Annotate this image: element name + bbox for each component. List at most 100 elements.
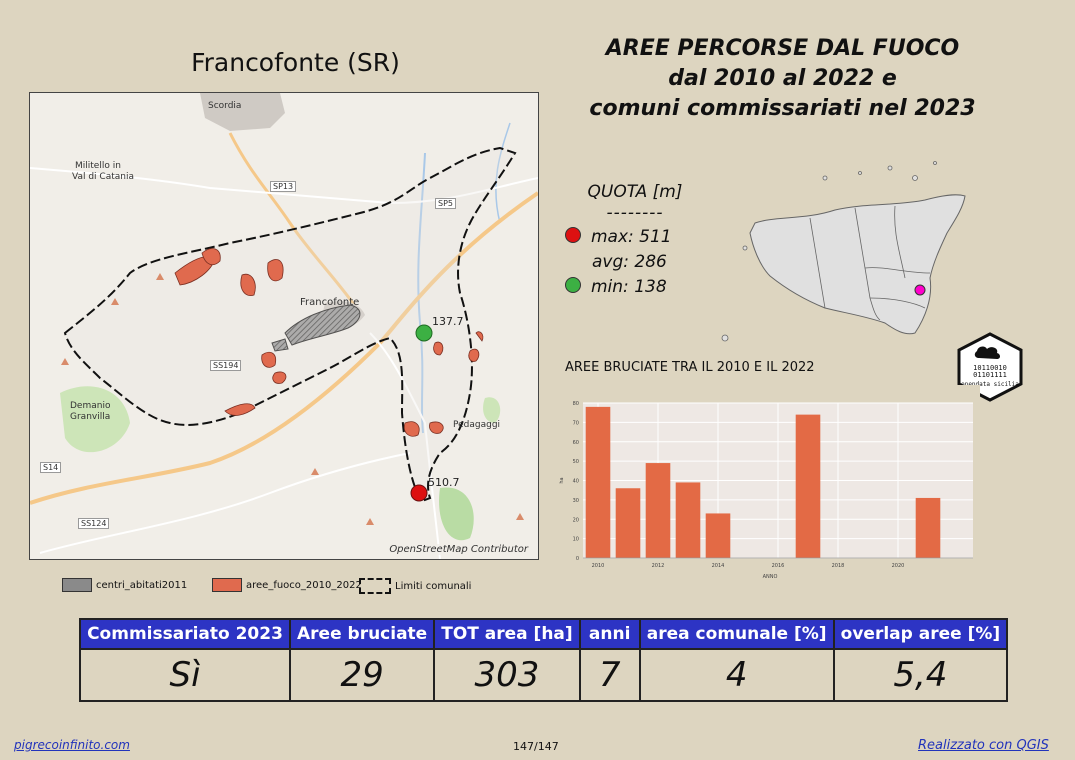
opendata-sicilia-logo: 10110010 01101111 opendata sicilia	[957, 332, 1023, 402]
road-label-ss14: S14	[40, 462, 62, 473]
quota-separator: --------	[606, 203, 664, 223]
peak-icon	[366, 518, 374, 525]
peak-icon	[516, 513, 524, 520]
municipal-boundary	[63, 146, 517, 503]
footer-qgis-link[interactable]: Realizzato con QGIS	[918, 738, 1049, 753]
centri-abitati-francofonte	[284, 304, 361, 346]
value-anni: 7	[578, 648, 641, 702]
fire-area-10	[433, 341, 444, 356]
max-elevation-point	[410, 484, 428, 502]
fire-area-6	[272, 371, 287, 384]
road-south	[39, 452, 411, 554]
fire-area-7	[224, 403, 256, 416]
value-overlap-aree: 5,4	[832, 648, 1009, 702]
road-label-ss124: SS124	[78, 518, 110, 529]
x-tick-label: 2010	[592, 563, 605, 569]
svg-text:10110010: 10110010	[973, 364, 1007, 372]
quota-min-row: min: 138	[565, 275, 715, 300]
label-demanio: Demanio	[70, 401, 111, 411]
y-tick-label: 60	[573, 440, 579, 446]
quota-avg: avg: 286	[592, 252, 667, 272]
footer-website-link[interactable]: pigrecoinfinito.com	[14, 738, 130, 752]
x-tick-label: 2018	[832, 563, 845, 569]
fire-area-3	[240, 273, 256, 296]
province-border	[864, 267, 931, 274]
legend-swatch-limiti	[359, 578, 391, 594]
map-canvas	[30, 93, 538, 559]
chart-axis: 0 10 20 30 40 50 60 70 80 2010 2012 2014 2016 2018 202…	[559, 401, 973, 580]
main-title-line1: AREE PERCORSE DAL FUOCO	[605, 36, 960, 61]
value-aree-bruciate: 29	[288, 648, 436, 702]
bar-2014	[705, 513, 731, 558]
river-2	[495, 122, 511, 224]
island	[933, 161, 937, 165]
header-tot-area: TOT area [ha]	[433, 618, 581, 650]
y-tick-label: 0	[576, 556, 579, 562]
sicily-inset-map	[721, 161, 966, 342]
label-pedagaggi: Pedagaggi	[453, 420, 501, 430]
quota-min: min: 138	[591, 277, 667, 297]
label-granvilla: Granvilla	[70, 412, 111, 422]
burned-areas-chart: 0 10 20 30 40 50 60 70 80 2010 2012 2014 2016 2018 202…	[555, 385, 980, 585]
fire-area-9	[429, 421, 444, 434]
chart-bars	[585, 406, 941, 558]
min-dot-icon	[565, 277, 581, 293]
province-border	[869, 297, 926, 309]
road-label-sp13: SP13	[270, 181, 297, 192]
svg-text:01101111: 01101111	[973, 371, 1007, 379]
island	[721, 334, 729, 342]
main-title-line3: comuni commissariati nel 2023	[589, 96, 976, 121]
value-area-comunale: 4	[638, 648, 835, 702]
island	[887, 165, 893, 171]
stats-value-row: Sì 29 303 7 4 5,4	[79, 648, 1009, 702]
sicily-shape	[749, 194, 966, 335]
max-point-label: 510.7	[428, 476, 460, 489]
min-point-label: 137.7	[432, 315, 464, 328]
legend-swatch-centri	[62, 578, 92, 592]
y-tick-label: 30	[573, 498, 579, 504]
x-tick-label: 2012	[652, 563, 665, 569]
bar-2013	[675, 482, 701, 558]
peak-icon	[111, 298, 119, 305]
x-tick-label: 2014	[712, 563, 725, 569]
x-axis-label: ANNO	[763, 574, 778, 580]
island	[858, 171, 862, 175]
legend-item-aree: aree_fuoco_2010_2022	[212, 578, 362, 592]
label-militello: Militello in	[75, 161, 121, 171]
municipality-map: Scordia Militello in Val di Catania Fran…	[29, 92, 539, 560]
label-scordia: Scordia	[208, 101, 242, 111]
max-dot-icon	[565, 227, 581, 243]
x-tick-label: 2016	[772, 563, 785, 569]
elevation-legend: QUOTA [m] -------- max: 511 avg: 286 min…	[565, 180, 715, 300]
value-tot-area: 303	[433, 648, 581, 702]
fire-area-2	[201, 248, 221, 266]
main-road	[30, 191, 538, 505]
stats-table: Commissariato 2023 Aree bruciate TOT are…	[79, 618, 1009, 702]
header-area-comunale: area comunale [%]	[638, 618, 835, 650]
y-tick-label: 10	[573, 537, 579, 543]
road-label-sp5: SP5	[435, 198, 456, 209]
fire-area-4	[267, 259, 284, 282]
bar-2010	[585, 406, 611, 558]
legend-label-aree: aree_fuoco_2010_2022	[246, 580, 362, 591]
town-title: Francofonte (SR)	[191, 48, 400, 77]
island	[912, 175, 918, 181]
y-tick-label: 20	[573, 517, 579, 523]
header-commissariato: Commissariato 2023	[79, 618, 291, 650]
x-tick-label: 2020	[892, 563, 905, 569]
legend-label-limiti: Limiti comunali	[395, 581, 472, 592]
header-overlap-aree: overlap aree [%]	[832, 618, 1009, 650]
green-area-south	[439, 487, 474, 541]
y-tick-label: 40	[573, 479, 579, 485]
province-border	[809, 217, 826, 309]
province-border	[854, 207, 881, 321]
legend-label-centri: centri_abitati2011	[96, 580, 188, 591]
legend-item-centri: centri_abitati2011	[62, 578, 187, 592]
y-tick-label: 50	[573, 459, 579, 465]
peak-icon	[156, 273, 164, 280]
bar-2011	[615, 488, 641, 558]
header-anni: anni	[578, 618, 641, 650]
label-francofonte: Francofonte	[300, 297, 360, 308]
centri-abitati-small	[271, 338, 289, 352]
header-aree-bruciate: Aree bruciate	[288, 618, 436, 650]
